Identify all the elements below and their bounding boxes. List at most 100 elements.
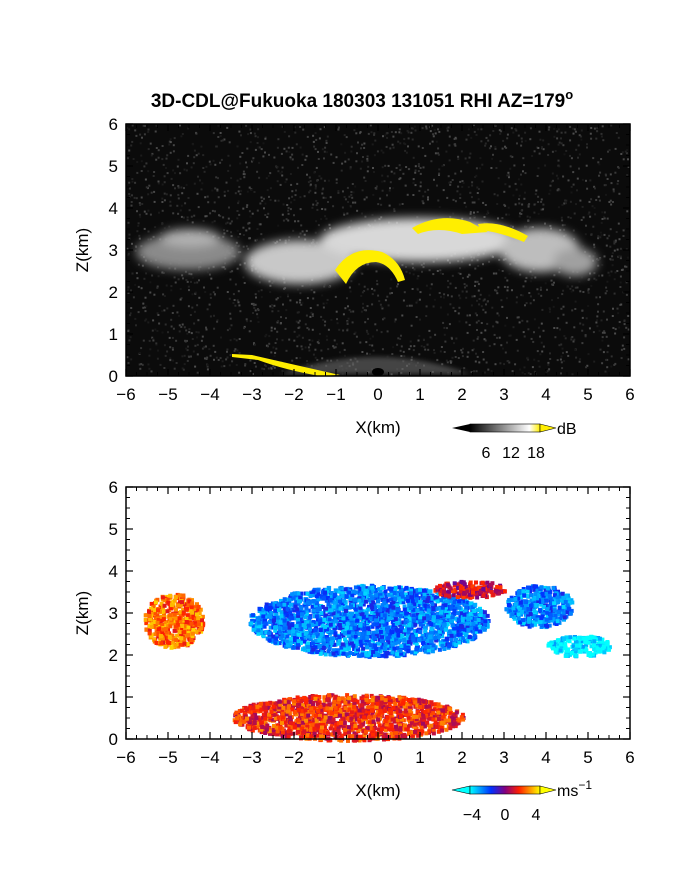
noise-pixel [582,245,585,248]
noise-pixel [422,195,425,198]
velocity-pixel [341,634,346,639]
velocity-pixel [159,614,164,619]
noise-pixel [285,218,288,221]
velocity-pixel [267,620,272,625]
noise-pixel [325,302,328,305]
noise-pixel [248,221,251,224]
noise-pixel [531,274,534,277]
noise-pixel [288,135,291,138]
velocity-pixel [193,605,198,610]
noise-pixel [220,336,222,339]
noise-pixel [363,198,366,201]
noise-pixel [404,149,407,152]
noise-pixel [245,161,247,164]
noise-pixel [308,191,311,194]
noise-pixel [617,222,620,225]
noise-pixel [501,217,504,219]
noise-pixel [249,320,252,323]
noise-pixel [126,157,129,160]
velocity-pixel [334,611,339,615]
noise-pixel [290,158,293,161]
velocity-pixel [467,621,472,626]
noise-pixel [615,132,618,134]
noise-pixel [327,201,329,203]
noise-pixel [512,131,515,134]
velocity-pixel [342,620,347,625]
noise-pixel [459,180,462,183]
noise-pixel [325,142,328,144]
noise-pixel [194,292,197,295]
noise-pixel [627,328,630,331]
noise-pixel [516,142,518,145]
noise-pixel [511,225,514,228]
noise-pixel [542,148,545,151]
noise-pixel [414,184,417,187]
noise-pixel [173,367,176,370]
noise-pixel [281,369,284,372]
noise-pixel [443,351,446,353]
noise-pixel [196,343,199,346]
noise-pixel [297,327,300,329]
noise-pixel [560,216,563,219]
noise-pixel [620,153,623,155]
noise-pixel [443,333,446,336]
intensity-xtick-label: 6 [625,385,634,404]
noise-pixel [127,362,130,364]
noise-pixel [614,271,617,274]
noise-pixel [259,202,262,205]
noise-pixel [528,292,531,294]
noise-pixel [172,212,175,215]
noise-pixel [442,189,445,192]
velocity-pixel [452,611,457,616]
noise-pixel [459,267,461,270]
noise-pixel [485,136,488,139]
noise-pixel [312,297,315,300]
noise-pixel [365,341,368,344]
noise-pixel [608,149,611,152]
noise-pixel [323,228,326,231]
noise-pixel [172,150,175,153]
noise-pixel [569,139,572,142]
noise-pixel [334,295,337,298]
noise-pixel [537,147,540,149]
noise-pixel [376,150,379,153]
noise-pixel [524,139,527,142]
noise-pixel [412,181,415,184]
noise-pixel [375,185,378,188]
noise-pixel [508,272,511,275]
noise-pixel [229,317,232,320]
noise-pixel [614,239,617,242]
velocity-pixel [304,612,309,617]
noise-pixel [232,302,235,304]
noise-pixel [541,350,544,353]
noise-pixel [156,285,159,288]
noise-pixel [147,321,150,324]
noise-pixel [144,124,146,127]
noise-pixel [193,214,196,217]
noise-pixel [581,329,584,332]
noise-pixel [354,201,357,204]
noise-pixel [549,358,552,360]
noise-pixel [162,272,165,274]
noise-pixel [238,213,241,216]
noise-pixel [269,291,272,294]
noise-pixel [282,203,285,206]
noise-pixel [369,124,372,127]
noise-pixel [173,137,176,140]
noise-pixel [563,153,566,156]
velocity-pixel [390,650,395,655]
noise-pixel [503,285,506,288]
noise-pixel [186,339,188,342]
noise-pixel [412,273,415,276]
noise-pixel [422,262,425,265]
noise-pixel [441,165,444,167]
velocity-pixel [445,622,450,626]
noise-pixel [281,174,284,177]
velocity-pixel [383,589,388,594]
noise-pixel [274,342,277,344]
noise-pixel [212,344,215,347]
noise-pixel [277,138,280,141]
noise-pixel [350,145,353,148]
noise-pixel [263,197,265,200]
noise-pixel [603,217,606,220]
